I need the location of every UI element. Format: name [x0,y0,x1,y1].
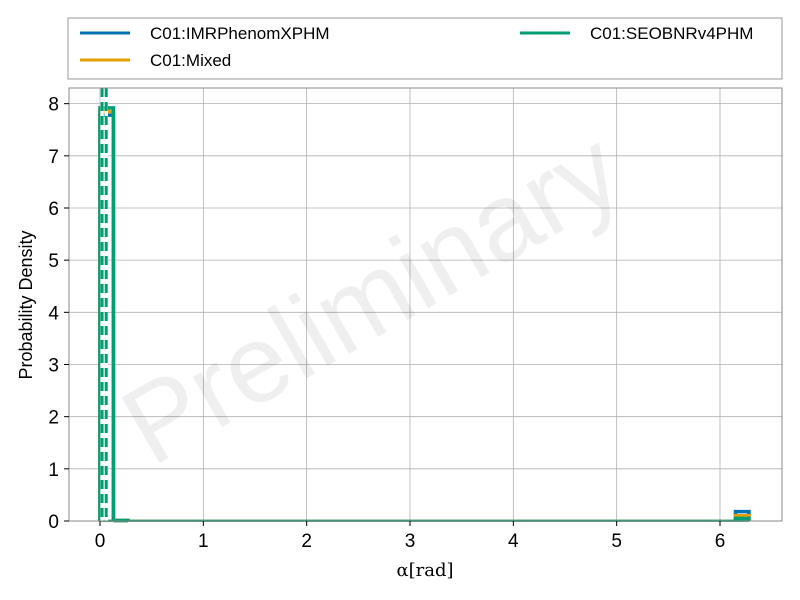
legend-box [67,17,783,80]
y-tick-label: 4 [48,303,59,324]
legend-label: C01:IMRPhenomXPHM [150,24,330,43]
x-axis-label: α[rad] [396,560,453,581]
legend: C01:IMRPhenomXPHM C01:Mixed C01:SEOBNRv4PH… [67,17,783,80]
x-tick-label: 1 [198,531,209,552]
legend-label: C01:SEOBNRv4PHM [590,24,753,43]
x-tick-label: 0 [95,531,106,552]
x-tick-label: 2 [301,531,312,552]
axis-ticks: 0 1 2 3 4 5 6 0 1 2 3 4 5 6 7 8 [48,95,725,552]
y-tick-label: 8 [48,95,59,116]
histogram-bar [733,516,751,521]
x-tick-label: 5 [611,531,622,552]
legend-label: C01:Mixed [150,51,231,70]
grid [69,88,782,522]
watermark: Preliminary [102,107,640,489]
y-tick-label: 1 [48,460,59,481]
y-tick-label: 6 [48,199,59,220]
axes-frame [68,87,783,522]
y-tick-label: 5 [48,251,59,272]
y-tick-label: 7 [48,147,59,168]
y-tick-label: 0 [48,512,59,533]
watermark-text: Preliminary [102,107,640,489]
plot-frame [68,87,783,522]
x-tick-label: 3 [405,531,416,552]
y-axis-label: Probability Density [16,230,36,379]
x-tick-label: 6 [715,531,726,552]
x-tick-label: 4 [508,531,519,552]
y-tick-label: 3 [48,355,59,376]
y-tick-label: 2 [48,408,59,429]
